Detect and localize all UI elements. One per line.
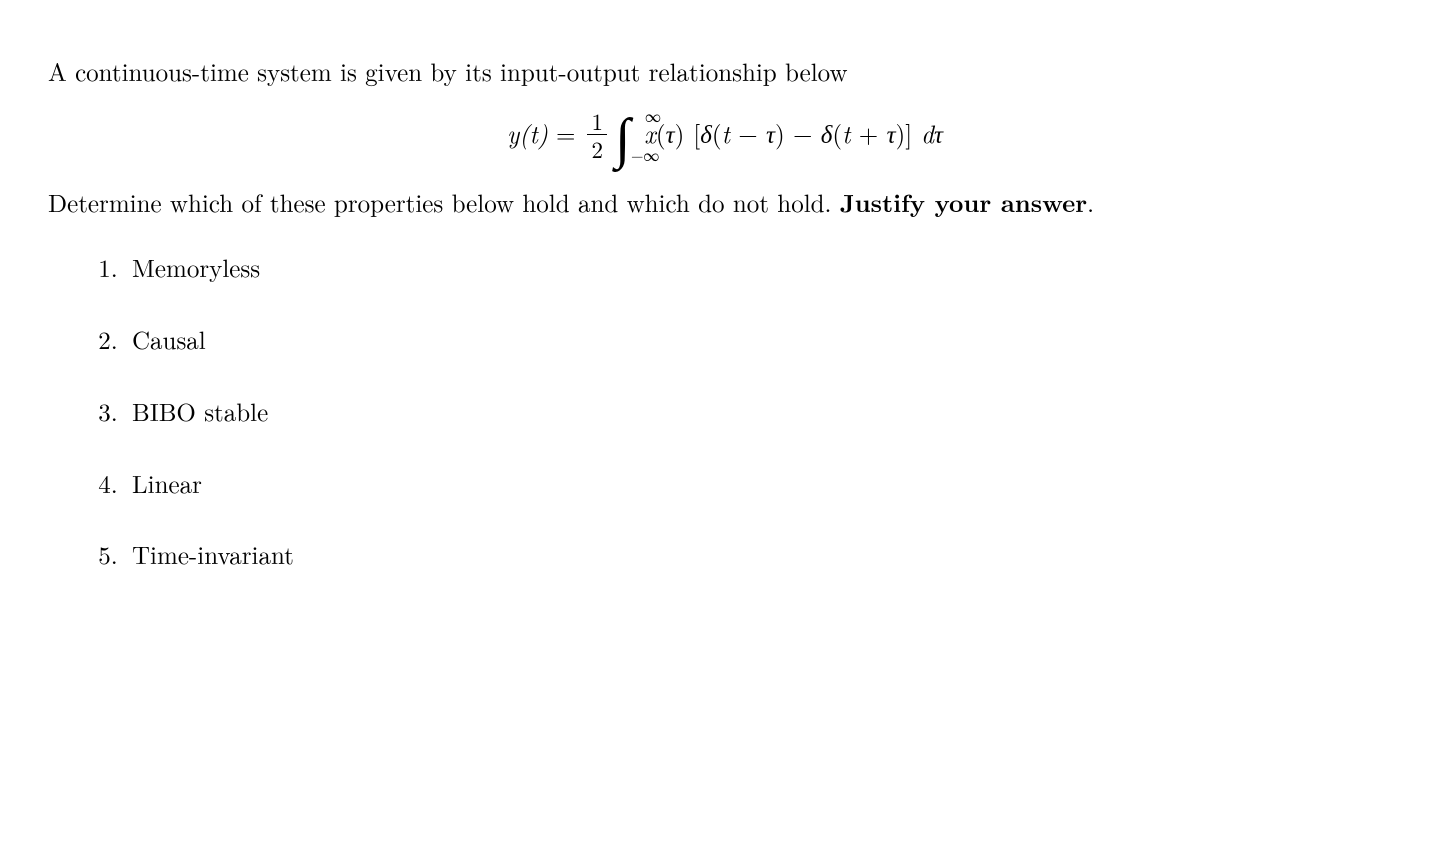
plus-sign: +: [850, 116, 886, 151]
fraction-numerator: 1: [587, 109, 607, 135]
list-item: Memoryless: [126, 251, 1402, 285]
minus-sign: −: [730, 116, 766, 151]
t-var: t: [722, 116, 730, 151]
tau-var: τ: [666, 116, 675, 151]
prompt-period: .: [1087, 185, 1094, 220]
list-item: Linear: [126, 467, 1402, 501]
tau-var: τ: [766, 116, 775, 151]
equation-display: y(t) = 1 2 ∫ ∞ −∞ x(τ) [δ(t − τ) − δ(t +…: [48, 107, 1402, 162]
problem-page: A continuous-time system is given by its…: [0, 0, 1450, 572]
space: [684, 116, 693, 151]
close-paren: ): [675, 116, 685, 151]
delta-1: δ: [700, 116, 712, 151]
delta-2: δ: [821, 116, 833, 151]
fraction-denominator: 2: [587, 135, 607, 160]
d-differential: d: [921, 116, 934, 151]
list-item: BIBO stable: [126, 395, 1402, 429]
integrand: x(τ) [δ(t − τ) − δ(t + τ)] dτ: [644, 117, 943, 151]
prompt-text: Determine which of these properties belo…: [48, 186, 1402, 220]
open-paren: (: [832, 116, 842, 151]
one-half-fraction: 1 2: [587, 109, 607, 160]
tau-var: τ: [887, 116, 896, 151]
prompt-bold: Justify your answer: [840, 185, 1087, 220]
list-item: Time-invariant: [126, 538, 1402, 572]
equation-inline: y(t) = 1 2 ∫ ∞ −∞ x(τ) [δ(t − τ) − δ(t +…: [507, 107, 943, 162]
list-item: Causal: [126, 323, 1402, 357]
y-of-t: y(t): [507, 116, 548, 151]
integral-symbol: ∫: [615, 110, 630, 160]
tau-var: τ: [934, 116, 943, 151]
integral-lower-limit: −∞: [631, 144, 659, 166]
equals-sign: =: [556, 117, 575, 151]
close-paren: ): [896, 116, 906, 151]
space: [912, 116, 921, 151]
equation-lhs: y(t): [507, 117, 548, 151]
minus-sign: −: [785, 116, 821, 151]
integral: ∫ ∞ −∞: [615, 107, 630, 162]
close-paren: ): [775, 116, 785, 151]
open-paren: (: [712, 116, 722, 151]
integral-upper-limit: ∞: [645, 105, 661, 127]
properties-list: Memoryless Causal BIBO stable Linear Tim…: [48, 251, 1402, 572]
prompt-plain: Determine which of these properties belo…: [48, 185, 840, 220]
intro-text: A continuous-time system is given by its…: [48, 55, 1402, 89]
